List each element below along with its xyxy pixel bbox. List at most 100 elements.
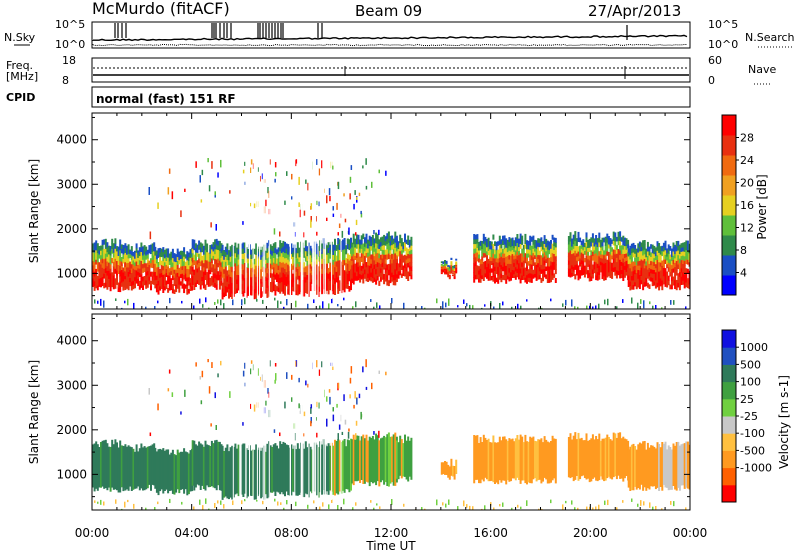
power-echo xyxy=(295,290,298,296)
power-echo xyxy=(623,241,626,247)
power-echo xyxy=(173,273,176,278)
y-tick-label: 2000 xyxy=(56,423,87,437)
power-echo xyxy=(508,237,511,242)
velocity-echo xyxy=(184,451,187,490)
power-echo xyxy=(623,257,626,262)
power-echo xyxy=(522,248,525,254)
power-echo xyxy=(379,276,382,282)
power-echo xyxy=(612,262,615,268)
power-echo xyxy=(394,258,397,265)
power-echo xyxy=(261,246,264,253)
power-echo xyxy=(546,249,549,254)
power-echo xyxy=(283,306,285,309)
nave-tick-high: 60 xyxy=(708,54,722,67)
power-echo xyxy=(298,176,300,185)
power-echo xyxy=(191,243,194,249)
power-echo xyxy=(518,262,520,268)
power-echo xyxy=(126,279,128,285)
power-echo xyxy=(582,242,585,247)
power-echo xyxy=(535,272,538,277)
power-echo xyxy=(481,267,484,272)
power-echo xyxy=(373,242,376,248)
power-echo xyxy=(112,261,115,267)
velocity-echo xyxy=(276,445,278,492)
power-echo xyxy=(402,258,405,263)
velocity-echo xyxy=(280,444,283,493)
power-echo xyxy=(264,255,267,260)
power-echo xyxy=(659,270,662,275)
power-echo xyxy=(498,270,501,276)
power-echo xyxy=(151,255,154,260)
power-echo xyxy=(530,259,533,265)
power-echo xyxy=(321,263,324,269)
power-echo xyxy=(661,270,664,276)
velocity-echo xyxy=(353,404,355,409)
velocity-echo xyxy=(442,502,444,506)
power-echo xyxy=(132,264,135,269)
power-echo xyxy=(184,269,187,274)
power-echo xyxy=(498,248,501,254)
velocity-echo xyxy=(399,435,402,476)
power-echo xyxy=(582,253,585,258)
power-echo xyxy=(571,299,573,307)
power-echo xyxy=(316,284,318,290)
power-echo xyxy=(149,231,152,240)
power-echo xyxy=(386,238,389,245)
power-echo xyxy=(540,237,543,243)
velocity-echo xyxy=(244,443,246,494)
power-echo xyxy=(189,253,192,258)
power-echo xyxy=(627,248,630,253)
power-echo xyxy=(261,291,264,297)
power-echo xyxy=(394,279,397,286)
power-echo xyxy=(540,255,543,261)
power-echo xyxy=(381,249,384,255)
power-echo xyxy=(359,243,362,249)
power-echo xyxy=(445,260,448,263)
power-echo xyxy=(397,267,400,272)
power-echo xyxy=(508,254,511,260)
power-echo xyxy=(500,256,503,261)
power-echo xyxy=(601,249,604,255)
velocity-echo xyxy=(508,438,511,482)
power-echo xyxy=(532,248,535,254)
power-echo xyxy=(554,237,557,243)
power-echo xyxy=(215,284,218,290)
power-echo xyxy=(550,256,552,262)
power-echo xyxy=(348,244,351,251)
power-echo xyxy=(234,252,237,259)
power-echo xyxy=(575,249,578,254)
power-echo xyxy=(595,248,598,254)
power-echo xyxy=(595,235,598,240)
power-echo xyxy=(354,190,356,195)
power-echo xyxy=(677,240,680,246)
power-echo xyxy=(103,282,106,289)
velocity-echo xyxy=(495,442,498,483)
power-echo xyxy=(165,268,168,273)
velocity-echo xyxy=(619,432,622,479)
velocity-echo xyxy=(655,506,657,510)
velocity-echo xyxy=(498,436,501,481)
power-echo xyxy=(207,273,210,279)
power-echo xyxy=(143,267,146,273)
power-echo xyxy=(677,259,680,265)
power-echo xyxy=(318,201,320,207)
power-echo xyxy=(376,252,379,258)
power-echo xyxy=(137,261,140,265)
power-echo xyxy=(400,238,403,243)
power-echo xyxy=(424,307,426,309)
velocity-echo xyxy=(253,449,256,500)
power-echo xyxy=(538,262,541,268)
power-echo xyxy=(171,288,174,294)
power-echo xyxy=(94,299,96,304)
power-echo xyxy=(309,277,312,283)
velocity-echo xyxy=(529,436,532,484)
velocity-echo xyxy=(424,508,426,510)
power-echo xyxy=(157,262,160,268)
power-echo xyxy=(150,271,152,277)
power-echo xyxy=(634,261,637,266)
power-echo xyxy=(349,176,352,183)
power-echo xyxy=(678,285,681,291)
power-echo xyxy=(623,269,626,274)
power-echo xyxy=(440,272,443,275)
power-echo xyxy=(106,279,109,285)
